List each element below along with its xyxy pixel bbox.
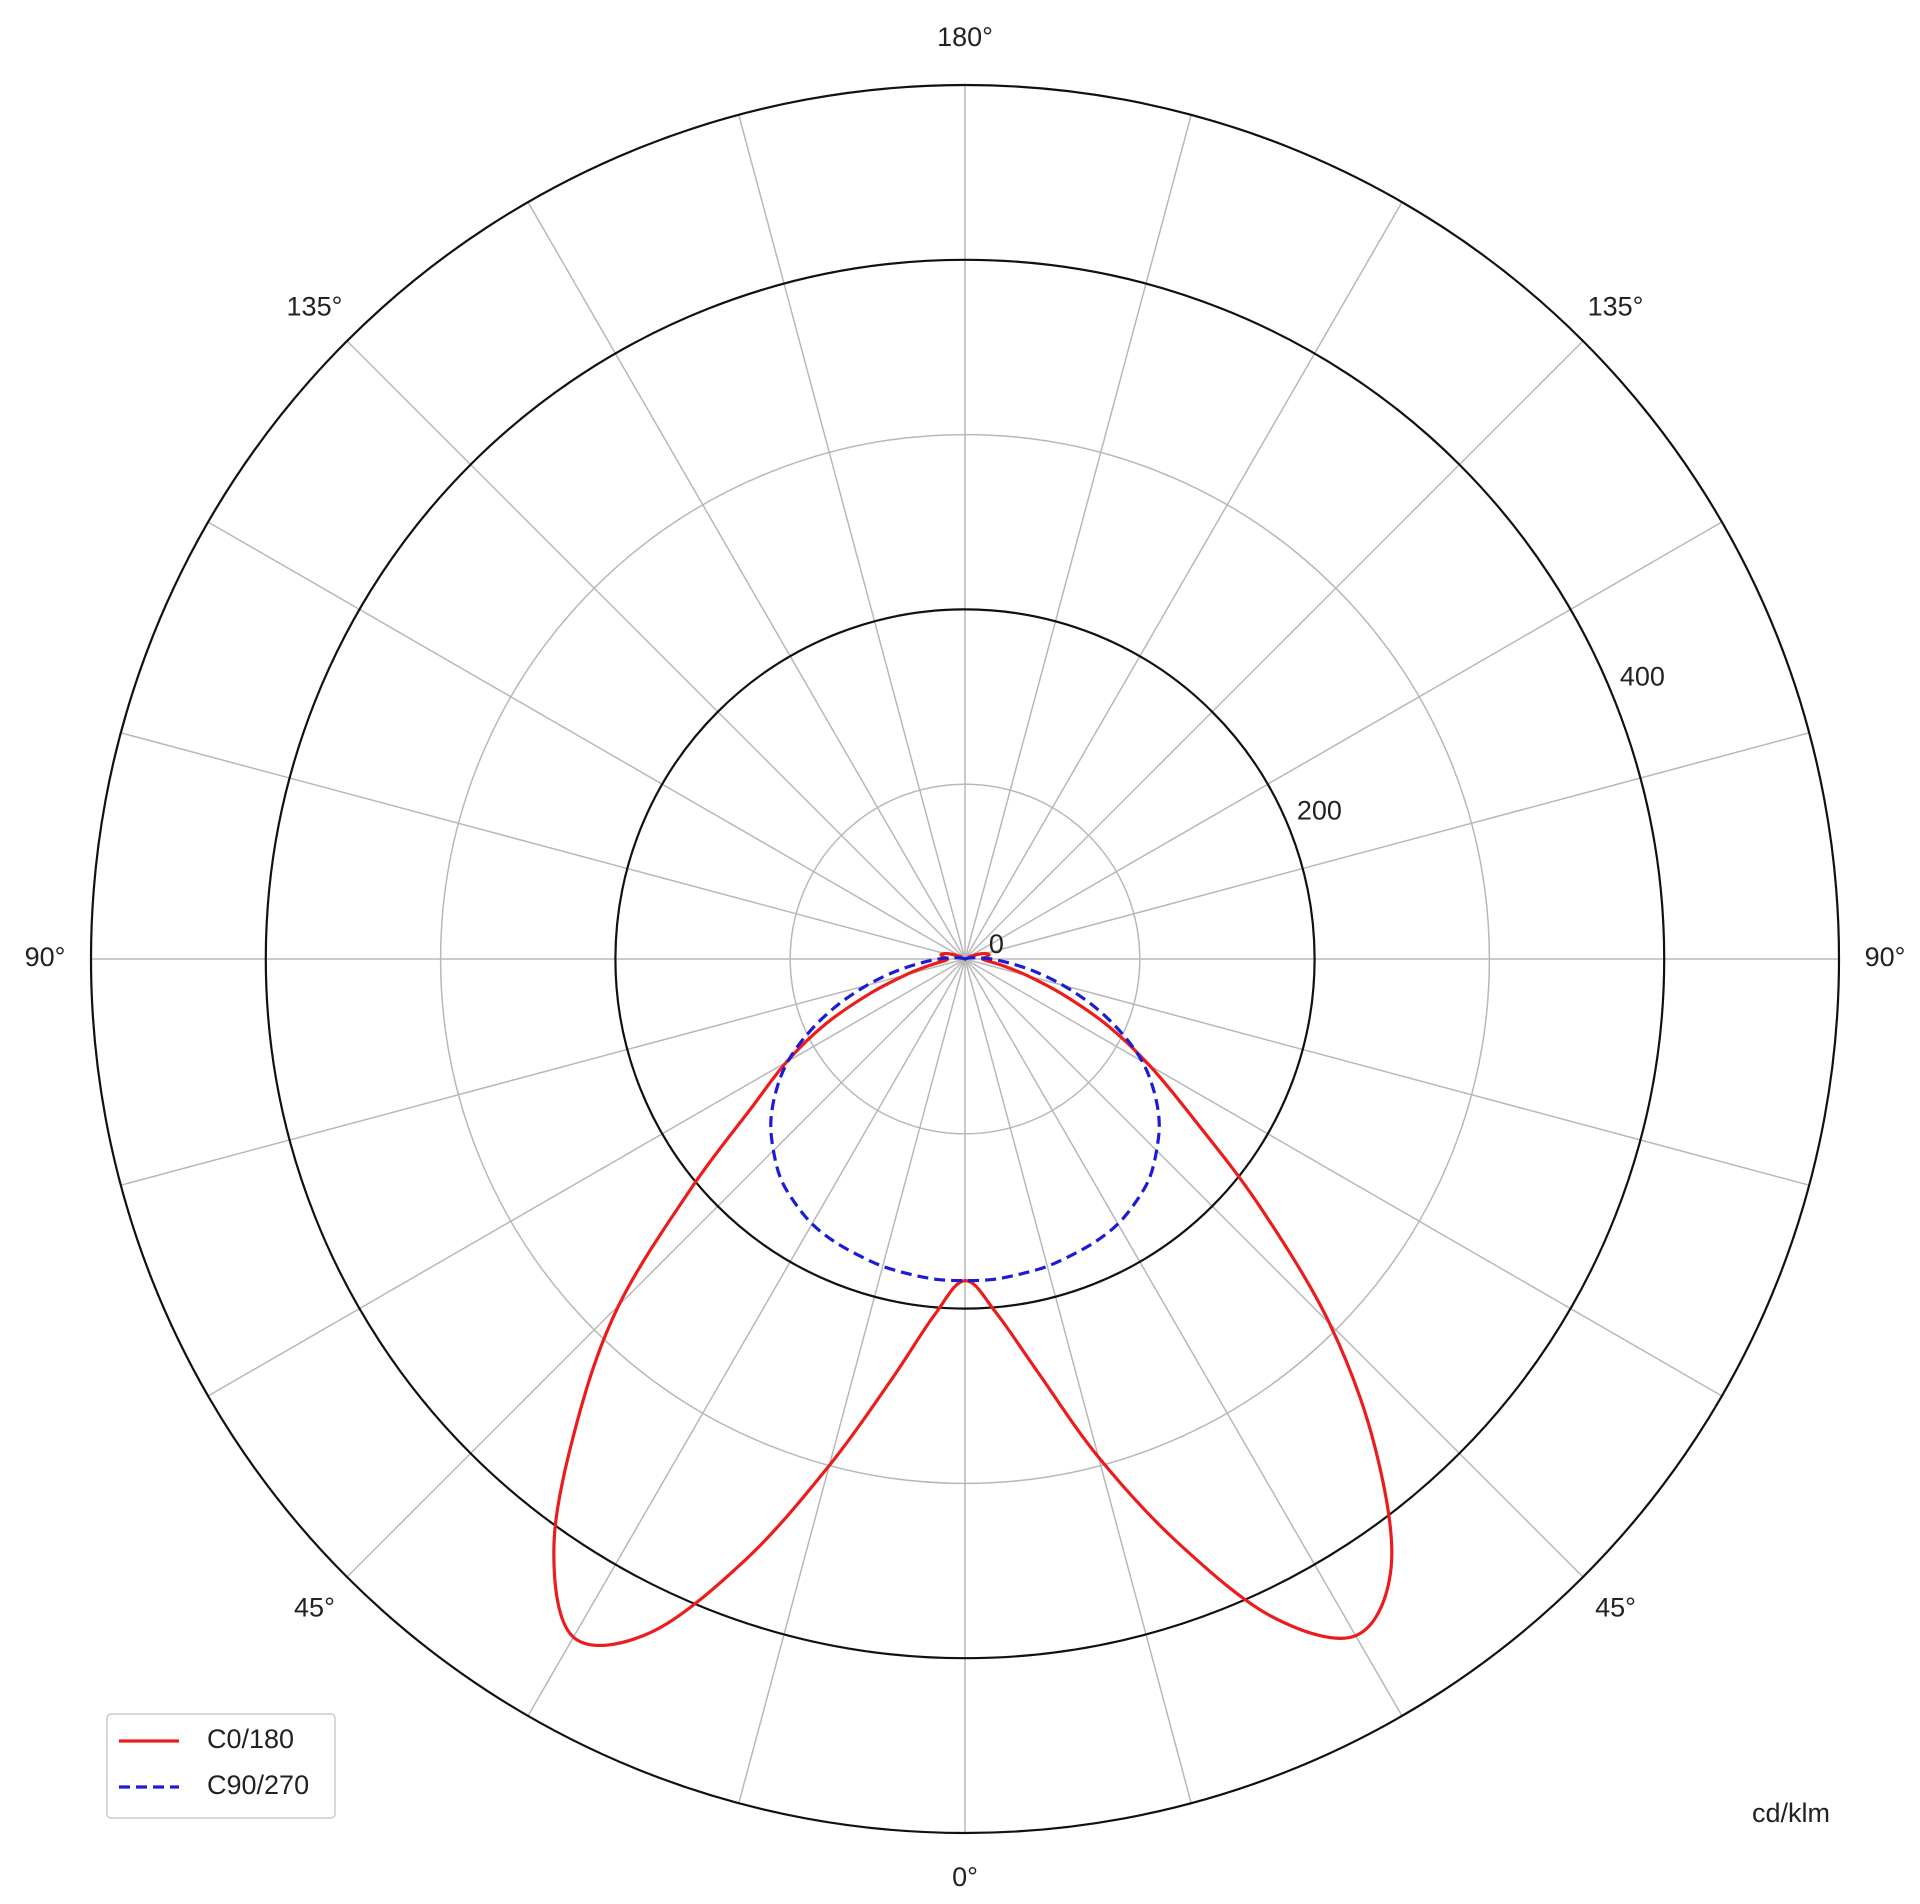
radial-grid-line xyxy=(964,201,1403,960)
unit-label: cd/klm xyxy=(1752,1798,1830,1828)
radial-grid-line xyxy=(964,114,1192,960)
series-group xyxy=(552,951,1394,1648)
theta-tick-label: 45° xyxy=(1595,1593,1636,1623)
radial-grid-line xyxy=(527,201,966,960)
radial-grid-line xyxy=(346,958,966,1578)
series-line xyxy=(769,956,1161,1283)
radial-grid-line xyxy=(527,958,966,1717)
r-tick-label: 0 xyxy=(989,929,1004,959)
series-line xyxy=(552,951,1394,1648)
theta-tick-label: 45° xyxy=(294,1593,335,1623)
legend: C0/180 C90/270 xyxy=(106,1713,336,1819)
ring-major xyxy=(614,608,1316,1310)
r-tick-label: 400 xyxy=(1620,662,1665,692)
radial-grid-line xyxy=(346,340,966,960)
ring-grid xyxy=(789,783,1141,1135)
ring-major xyxy=(264,258,1666,1660)
theta-tick-label: 135° xyxy=(1588,292,1644,322)
radial-grid-line xyxy=(738,958,966,1804)
ring-grid xyxy=(439,433,1491,1485)
radial-grid-line xyxy=(964,958,1584,1578)
radial-grid-line xyxy=(207,521,966,960)
r-tick-label: 200 xyxy=(1297,795,1342,825)
theta-tick-label: 90° xyxy=(25,942,66,972)
radial-grid-line xyxy=(120,732,966,960)
theta-tick-label: 135° xyxy=(287,292,343,322)
theta-tick-label: 0° xyxy=(952,1862,978,1892)
theta-tick-label: 180° xyxy=(937,22,993,52)
outer-ring xyxy=(89,83,1841,1835)
radial-grid-line xyxy=(207,958,966,1397)
radial-grid-line xyxy=(964,732,1810,960)
radial-grid-line xyxy=(964,958,1723,1397)
radial-grid-line xyxy=(964,958,1810,1186)
grid xyxy=(89,83,1841,1835)
radial-grid-line xyxy=(738,114,966,960)
radial-grid-line xyxy=(964,521,1723,960)
radial-grid-line xyxy=(964,340,1584,960)
radial-grid-line xyxy=(964,958,1192,1804)
radial-grid-line xyxy=(964,958,1403,1717)
legend-label: C0/180 xyxy=(207,1724,294,1754)
theta-tick-label: 90° xyxy=(1865,942,1906,972)
radial-grid-line xyxy=(120,958,966,1186)
legend-label: C90/270 xyxy=(207,1770,309,1800)
